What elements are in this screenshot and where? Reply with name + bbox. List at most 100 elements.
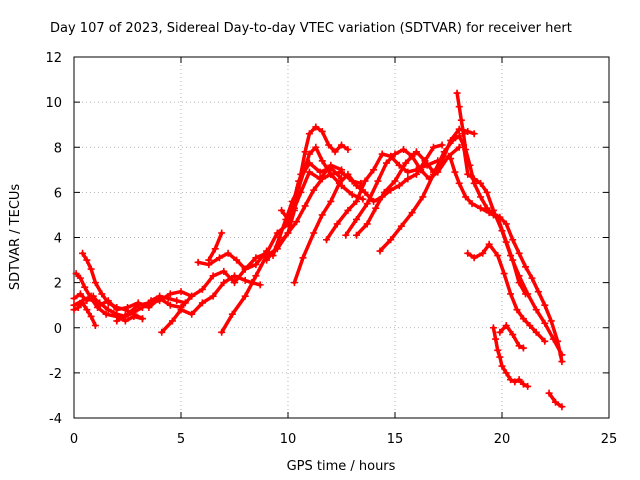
data-point xyxy=(344,170,352,178)
data-point xyxy=(558,403,566,411)
series-track-6 xyxy=(113,288,196,325)
data-point xyxy=(483,188,491,196)
data-point xyxy=(408,209,416,217)
series-line xyxy=(219,170,363,335)
data-point xyxy=(256,281,264,289)
data-point xyxy=(509,331,517,339)
axis-ticks: 0 5 10 15 20 25 -4 -2 0 2 4 6 8 10 12 xyxy=(45,51,617,447)
data-point xyxy=(400,146,408,154)
data-point xyxy=(477,193,485,201)
data-point xyxy=(134,301,142,309)
chart-title: Day 107 of 2023, Sidereal Day-to-day VTE… xyxy=(50,21,572,36)
data-point xyxy=(310,186,318,194)
data-point xyxy=(489,324,497,332)
data-point xyxy=(344,206,352,214)
data-point xyxy=(522,263,530,271)
data-point xyxy=(87,265,95,273)
data-point xyxy=(519,380,527,388)
data-point xyxy=(299,254,307,262)
data-point xyxy=(382,159,390,167)
data-point xyxy=(70,294,78,302)
data-point xyxy=(359,195,367,203)
data-point xyxy=(293,218,301,226)
data-point xyxy=(412,148,420,156)
data-point xyxy=(327,197,335,205)
data-point xyxy=(515,249,523,257)
data-point xyxy=(455,143,463,151)
data-point xyxy=(419,193,427,201)
data-point xyxy=(352,197,360,205)
data-point xyxy=(288,197,296,205)
data-point xyxy=(94,303,102,311)
x-tick-label: 20 xyxy=(494,432,511,447)
data-point xyxy=(404,175,412,183)
data-point xyxy=(290,279,298,287)
data-point xyxy=(301,148,309,156)
data-point xyxy=(325,141,333,149)
data-point xyxy=(218,229,226,237)
data-point xyxy=(391,150,399,158)
data-point xyxy=(121,317,129,325)
data-point xyxy=(363,220,371,228)
data-point xyxy=(301,202,309,210)
data-point xyxy=(76,274,84,282)
data-point xyxy=(263,256,271,264)
data-point xyxy=(87,312,95,320)
data-point xyxy=(335,179,343,187)
data-point xyxy=(218,328,226,336)
data-point xyxy=(447,155,455,163)
x-tick-label: 10 xyxy=(280,432,297,447)
data-point xyxy=(252,254,260,262)
data-point xyxy=(376,247,384,255)
series-line xyxy=(279,163,344,222)
data-point xyxy=(477,179,485,187)
data-point xyxy=(284,229,292,237)
data-point xyxy=(166,301,174,309)
x-tick-label: 0 xyxy=(70,432,78,447)
data-point xyxy=(451,168,459,176)
data-point xyxy=(318,211,326,219)
data-point xyxy=(181,299,189,307)
data-point xyxy=(241,292,249,300)
series-line xyxy=(448,156,528,296)
data-point xyxy=(327,161,335,169)
data-point xyxy=(554,337,562,345)
data-point xyxy=(464,127,472,135)
data-point xyxy=(76,290,84,298)
data-point xyxy=(316,168,324,176)
data-point xyxy=(81,283,89,291)
data-point xyxy=(113,317,121,325)
data-point xyxy=(312,143,320,151)
data-point xyxy=(485,240,493,248)
data-point xyxy=(252,261,260,269)
data-point xyxy=(352,231,360,239)
data-point xyxy=(124,310,131,318)
data-point xyxy=(541,319,549,327)
data-point xyxy=(496,328,504,336)
data-point xyxy=(91,279,99,287)
series-track-11 xyxy=(263,123,352,264)
data-point xyxy=(541,337,549,345)
data-point xyxy=(470,179,478,187)
data-point xyxy=(453,89,461,97)
data-point xyxy=(519,344,527,352)
data-point xyxy=(305,150,313,158)
data-point xyxy=(224,249,232,257)
data-point xyxy=(348,191,356,199)
y-tick-label: 4 xyxy=(54,232,62,247)
data-point xyxy=(524,382,532,390)
data-point xyxy=(269,252,277,260)
data-point xyxy=(209,292,217,300)
data-point xyxy=(290,204,298,212)
series-track-24 xyxy=(545,389,566,411)
data-point xyxy=(231,279,238,287)
data-point xyxy=(231,272,238,280)
data-point xyxy=(502,369,510,377)
data-point xyxy=(241,276,249,284)
data-point xyxy=(421,157,429,165)
x-tick-label: 25 xyxy=(601,432,618,447)
y-tick-label: 12 xyxy=(45,51,62,66)
data-point xyxy=(464,170,472,178)
data-point xyxy=(374,177,382,185)
